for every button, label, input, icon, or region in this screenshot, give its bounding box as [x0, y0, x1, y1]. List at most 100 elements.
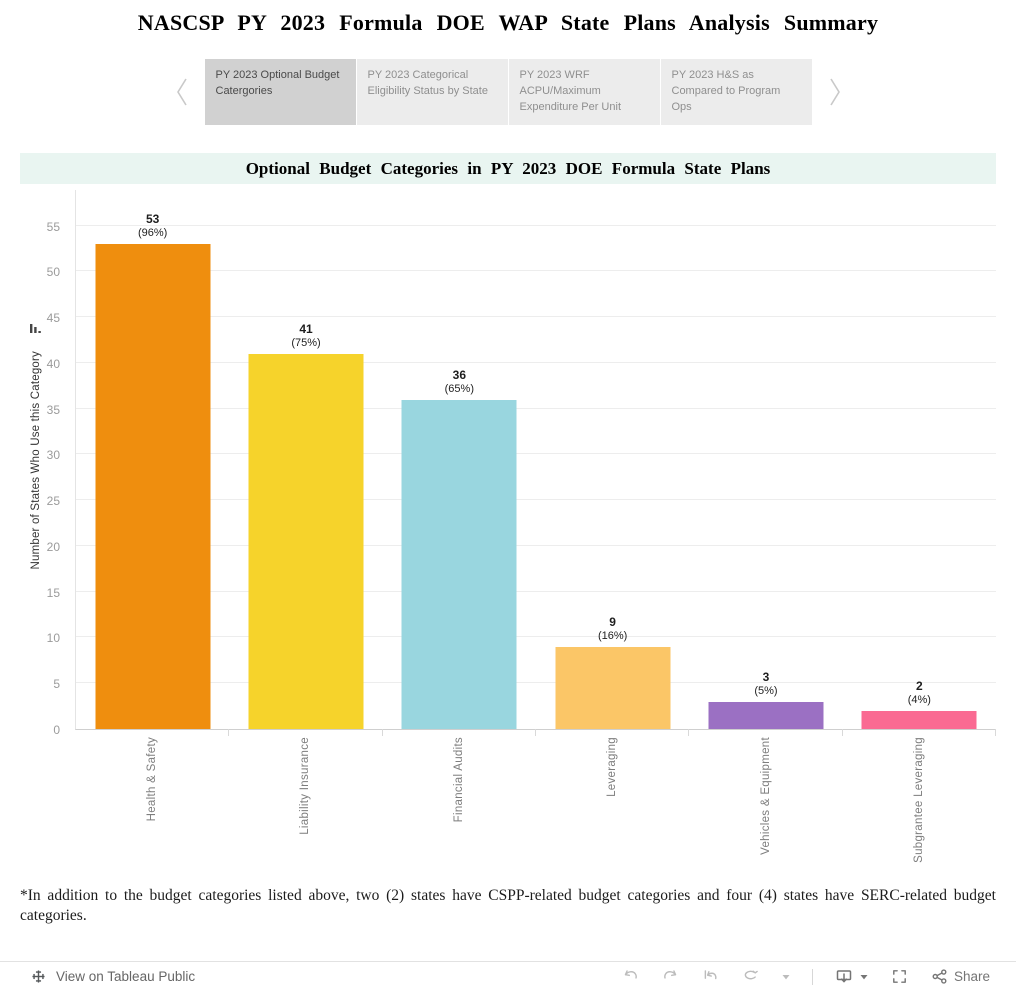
- y-tick-label: 55: [46, 219, 60, 234]
- column-tick: [688, 729, 690, 736]
- chart-title: Optional Budget Categories in PY 2023 DO…: [20, 153, 996, 184]
- y-tick-label: 40: [46, 356, 60, 371]
- chart-column: 3 (5%): [689, 190, 843, 736]
- gridline: [76, 224, 996, 226]
- y-tick-label: 20: [46, 539, 60, 554]
- fullscreen-button[interactable]: [890, 967, 909, 986]
- tabs-next-button[interactable]: [824, 72, 846, 112]
- column-tick: [228, 729, 230, 736]
- tab-item-3[interactable]: PY 2023 H&S as Compared to Program Ops: [660, 59, 812, 125]
- undo-icon: [621, 967, 640, 986]
- chart-column: 41 (75%): [229, 190, 383, 736]
- view-on-tableau-public-label: View on Tableau Public: [56, 969, 196, 984]
- bar-0[interactable]: [95, 243, 211, 729]
- refresh-icon: [741, 967, 760, 986]
- bar-value-label: 41 (75%): [291, 321, 321, 349]
- gridline: [76, 499, 996, 501]
- x-axis-label-cell: Health & Safety: [75, 737, 229, 882]
- x-axis-label[interactable]: Financial Audits: [452, 737, 465, 823]
- y-tick-label: 50: [46, 265, 60, 280]
- tab-list: PY 2023 Optional Budget Catergories PY 20…: [204, 59, 812, 125]
- gridline: [76, 590, 996, 592]
- caret-down-icon: [781, 972, 791, 982]
- bar-5[interactable]: [861, 710, 977, 729]
- column-tick: [534, 729, 536, 736]
- y-tick-label: 30: [46, 448, 60, 463]
- gridline: [76, 407, 996, 409]
- download-button[interactable]: [834, 967, 869, 987]
- tableau-logo-icon: [30, 968, 47, 985]
- chart-column: 36 (65%): [383, 190, 536, 736]
- y-tick-label: 0: [53, 723, 60, 737]
- chart-column: 9 (16%): [536, 190, 690, 736]
- fullscreen-icon: [890, 967, 909, 986]
- x-axis-label[interactable]: Vehicles & Equipment: [759, 737, 772, 855]
- x-axis-label-cell: Subgrantee Leveraging: [843, 737, 997, 882]
- gridline: [76, 544, 996, 546]
- bar-chart-plot: 53 (96%) 41 (75%) 36 (65%) 9 (16%) 3 (5%) 2 (4%): [75, 190, 996, 736]
- bar-3[interactable]: [555, 646, 671, 729]
- gridline: [76, 361, 996, 363]
- tab-strip: PY 2023 Optional Budget Catergories PY 20…: [0, 59, 1016, 125]
- bottom-toolbar: View on Tableau Public: [0, 961, 1016, 991]
- column-tick: [994, 729, 996, 736]
- bar-value-label: 2 (4%): [907, 678, 931, 706]
- bar-value-label: 9 (16%): [597, 614, 628, 642]
- x-axis-labels: Health & Safety Liability Insurance Financ…: [75, 737, 996, 882]
- caret-down-icon: [859, 972, 869, 982]
- revert-icon: [701, 967, 720, 986]
- chart-column: 2 (4%): [843, 190, 996, 736]
- bar-value-label: 3 (5%): [754, 669, 778, 697]
- column-tick: [381, 729, 383, 736]
- bar-2[interactable]: [401, 399, 517, 729]
- undo-button[interactable]: [621, 967, 640, 986]
- tab-item-1[interactable]: PY 2023 Categorical Eligibility Status b…: [356, 59, 508, 125]
- gridline: [76, 270, 996, 272]
- bar-4[interactable]: [708, 701, 824, 729]
- download-icon: [834, 967, 854, 987]
- gridline: [76, 453, 996, 455]
- gridline: [76, 636, 996, 638]
- bar-1[interactable]: [248, 353, 364, 729]
- share-icon: [930, 967, 949, 986]
- x-axis-label-cell: Liability Insurance: [229, 737, 383, 882]
- refresh-button[interactable]: [741, 967, 760, 986]
- toolbar-divider: [811, 968, 813, 985]
- sort-icon[interactable]: [30, 322, 44, 334]
- chevron-left-icon: [175, 75, 189, 109]
- redo-button[interactable]: [661, 967, 680, 986]
- redo-icon: [661, 967, 680, 986]
- y-tick-label: 45: [46, 311, 60, 326]
- y-tick-label: 15: [46, 585, 60, 600]
- x-axis-label-cell: Financial Audits: [382, 737, 536, 882]
- tabs-prev-button[interactable]: [171, 72, 193, 112]
- y-tick-label: 10: [46, 631, 60, 646]
- gridline: [76, 682, 996, 684]
- y-axis-ticks: 0 5 10 15 20 25 30 35 40 45 50 55: [0, 190, 68, 737]
- share-label: Share: [953, 969, 990, 984]
- column-tick: [841, 729, 843, 736]
- x-axis-label[interactable]: Subgrantee Leveraging: [913, 737, 926, 863]
- view-on-tableau-public-link[interactable]: View on Tableau Public: [30, 968, 195, 985]
- bar-value-label: 36 (65%): [444, 367, 474, 395]
- page-title: NASCSP PY 2023 Formula DOE WAP State Pla…: [137, 10, 879, 35]
- x-axis-label[interactable]: Liability Insurance: [299, 737, 312, 835]
- share-button[interactable]: Share: [930, 967, 990, 986]
- toolbar-more-button[interactable]: [781, 972, 791, 982]
- gridline: [76, 316, 996, 318]
- toolbar-actions: Share: [621, 967, 990, 987]
- chart-column: 53 (96%): [76, 190, 230, 736]
- x-axis-label[interactable]: Health & Safety: [145, 737, 158, 822]
- chevron-right-icon: [828, 75, 842, 109]
- bar-value-label: 53 (96%): [137, 211, 168, 239]
- x-axis-label-cell: Leveraging: [536, 737, 690, 882]
- y-tick-label: 35: [46, 402, 60, 417]
- y-tick-label: 25: [46, 494, 60, 509]
- x-axis-label[interactable]: Leveraging: [606, 737, 619, 797]
- footnote: *In addition to the budget categories li…: [20, 887, 996, 925]
- tab-item-0[interactable]: PY 2023 Optional Budget Catergories: [204, 59, 356, 125]
- tab-item-2[interactable]: PY 2023 WRF ACPU/Maximum Expenditure Per…: [508, 59, 660, 125]
- y-tick-label: 5: [53, 677, 60, 692]
- revert-button[interactable]: [701, 967, 720, 986]
